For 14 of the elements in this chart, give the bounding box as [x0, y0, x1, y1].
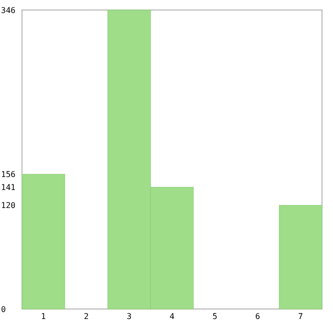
y-tick-label: 156	[1, 170, 16, 179]
x-tick-label: 1	[41, 312, 46, 321]
bar	[22, 174, 66, 310]
x-tick-label: 5	[212, 312, 218, 321]
y-tick-label: 346	[1, 6, 16, 15]
x-tick-label: 3	[126, 312, 132, 321]
y-tick-label: 141	[1, 182, 16, 192]
x-tick-label: 2	[84, 312, 89, 321]
x-tick-label: 4	[170, 312, 175, 321]
y-tick-label: 0	[1, 304, 6, 314]
x-tick-label: 6	[255, 312, 260, 321]
x-tick-label: 7	[298, 312, 304, 321]
y-tick-label: 120	[1, 201, 16, 210]
bar	[278, 205, 322, 310]
